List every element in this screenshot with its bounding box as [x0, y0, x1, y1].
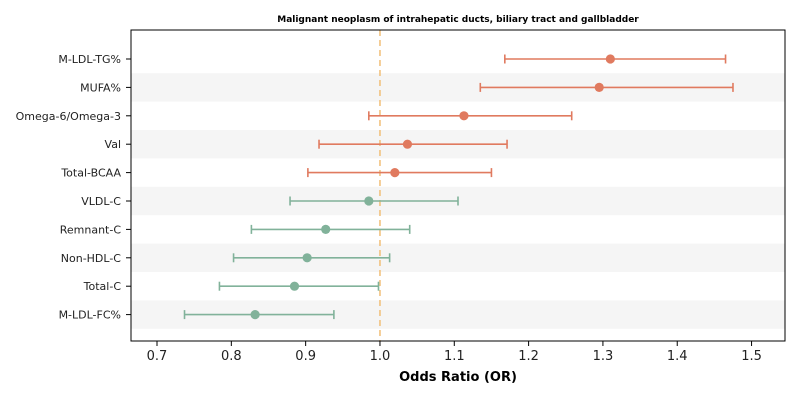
- or-point: [289, 281, 300, 291]
- plot-frame: [130, 29, 786, 342]
- forest-row: Total-C: [83, 280, 380, 293]
- row-label: VLDL-C: [81, 195, 121, 208]
- forest-row: Non-HDL-C: [61, 252, 391, 265]
- chart-title: Malignant neoplasm of intrahepatic ducts…: [277, 15, 639, 25]
- row-label: Remnant-C: [60, 223, 122, 236]
- row-label: MUFA%: [80, 81, 121, 94]
- forest-row: Remnant-C: [60, 223, 411, 236]
- x-tick-label: 0.9: [295, 349, 316, 364]
- forest-row: M-LDL-TG%: [58, 53, 727, 66]
- forest-row: Val: [105, 138, 508, 151]
- x-tick-label: 1.2: [518, 349, 539, 364]
- x-tick-label: 1.1: [444, 349, 465, 364]
- x-tick-label: 0.8: [221, 349, 242, 364]
- or-point: [364, 196, 374, 206]
- forest-row: Omega-6/Omega-3: [16, 110, 573, 123]
- row-label: Omega-6/Omega-3: [16, 110, 121, 123]
- x-tick-label: 1.3: [593, 349, 614, 364]
- x-tick-label: 0.7: [147, 349, 168, 364]
- row-band: [131, 243, 785, 272]
- x-tick-label: 1.5: [741, 349, 762, 364]
- or-point: [321, 224, 331, 234]
- forest-row: MUFA%: [80, 81, 734, 94]
- or-point: [605, 54, 615, 64]
- row-label: Val: [105, 138, 121, 151]
- row-label: Total-BCAA: [60, 167, 121, 180]
- or-point: [459, 111, 469, 121]
- row-label: Total-C: [83, 280, 122, 293]
- or-point: [302, 253, 312, 263]
- x-axis: 0.7 0.8 0.9 1.0 1.1 1.2 1.3 1.4 1.5: [147, 341, 762, 364]
- forest-row: Total-BCAA: [60, 167, 493, 180]
- or-point: [390, 168, 400, 178]
- x-tick-label: 1.4: [667, 349, 688, 364]
- row-label: M-LDL-FC%: [59, 309, 121, 322]
- data-rows: M-LDL-TG% MUFA% Omega-6/Omega-3 Val Total-BC…: [16, 53, 734, 322]
- forest-row: M-LDL-FC%: [59, 309, 335, 322]
- or-point: [250, 310, 260, 320]
- row-label: M-LDL-TG%: [58, 53, 121, 66]
- x-axis-label: Odds Ratio (OR): [399, 370, 517, 385]
- or-point: [402, 139, 413, 149]
- x-tick-label: 1.0: [370, 349, 391, 364]
- forest-row: VLDL-C: [81, 195, 459, 208]
- or-point: [594, 82, 604, 92]
- row-label: Non-HDL-C: [61, 252, 122, 265]
